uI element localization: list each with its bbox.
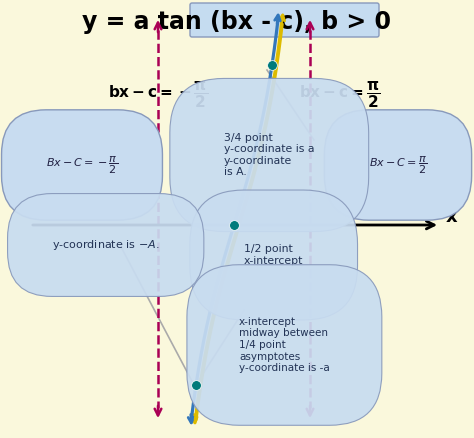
Text: x: x [446, 208, 458, 226]
FancyBboxPatch shape [190, 3, 379, 37]
Text: $Bx - C = -\dfrac{\pi}{2}$: $Bx - C = -\dfrac{\pi}{2}$ [46, 154, 118, 176]
Text: 1/2 point
x-intercept: 1/2 point x-intercept [244, 244, 303, 266]
Text: y = a tan (bx - c), b > 0: y = a tan (bx - c), b > 0 [82, 10, 392, 34]
Text: $Bx - C = \dfrac{\pi}{2}$: $Bx - C = \dfrac{\pi}{2}$ [369, 154, 427, 176]
Text: y-coordinate is $-A$.: y-coordinate is $-A$. [52, 238, 159, 252]
Text: $\mathbf{bx - c = \dfrac{\pi}{2}}$: $\mathbf{bx - c = \dfrac{\pi}{2}}$ [300, 80, 381, 110]
Text: x-intercept
midway between
1/4 point
asymptotes
y-coordinate is -a: x-intercept midway between 1/4 point asy… [239, 317, 330, 373]
Text: 3/4 point
y-coordinate is a
y-coordinate
is A.: 3/4 point y-coordinate is a y-coordinate… [224, 133, 315, 177]
Text: $\mathbf{bx - c = -\dfrac{\pi}{2}}$: $\mathbf{bx - c = -\dfrac{\pi}{2}}$ [108, 80, 208, 110]
